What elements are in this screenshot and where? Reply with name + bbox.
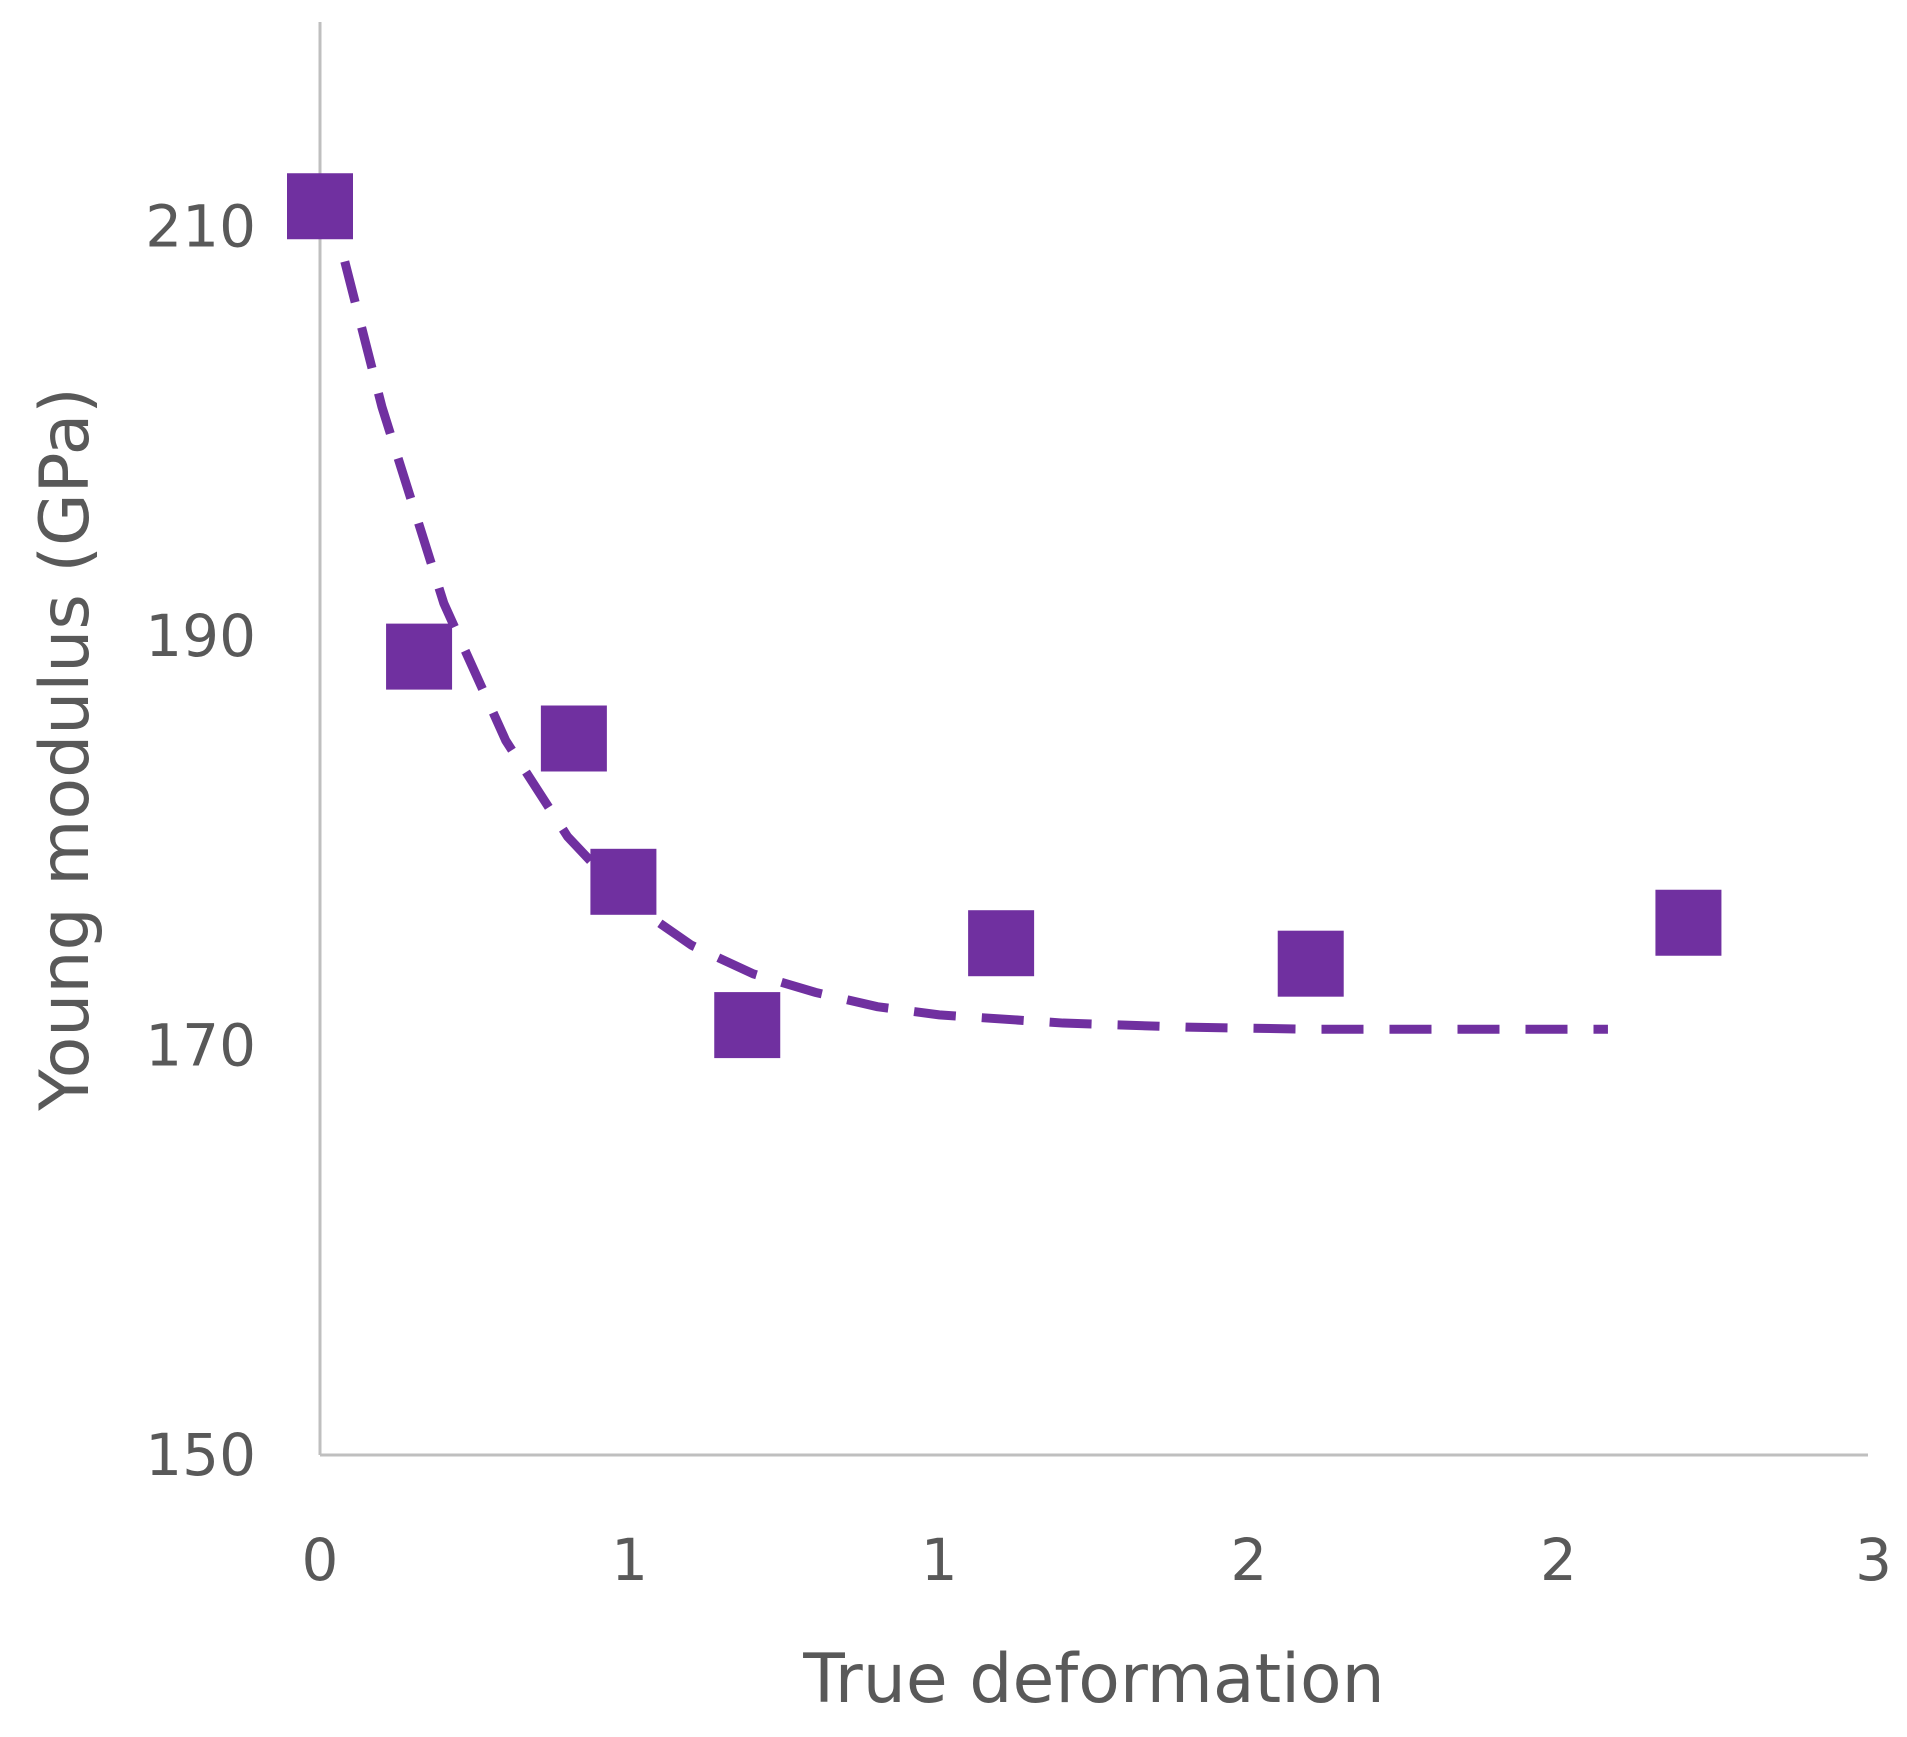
axes	[318, 22, 1868, 1457]
y-tick-label: 150	[145, 1421, 256, 1489]
trendline-layer	[340, 260, 1608, 1034]
x-tick-label: 0	[302, 1526, 339, 1594]
y-tick-labels: 150 170 190 210	[145, 193, 256, 1489]
y-tick-label: 210	[145, 193, 256, 261]
x-tick-label: 1	[921, 1526, 958, 1594]
x-axis-title: True deformation	[802, 1640, 1385, 1719]
data-point-marker	[287, 173, 353, 240]
data-point-marker	[714, 992, 781, 1059]
data-point-marker	[1655, 889, 1722, 956]
data-points	[287, 173, 1722, 1059]
x-tick-label: 2	[1230, 1526, 1267, 1594]
data-point-marker	[540, 705, 607, 772]
data-point-marker	[590, 848, 657, 915]
x-tick-label: 3	[1855, 1526, 1892, 1594]
trend-line	[340, 260, 1608, 1034]
data-point-marker	[1277, 930, 1344, 997]
data-point-marker	[968, 910, 1035, 977]
y-axis-title: Young modulus (GPa)	[26, 387, 105, 1112]
x-tick-labels: 0 1 1 2 2 3	[302, 1526, 1892, 1594]
y-tick-label: 190	[145, 602, 256, 670]
y-tick-label: 170	[145, 1012, 256, 1080]
x-tick-label: 2	[1540, 1526, 1577, 1594]
x-tick-label: 1	[611, 1526, 648, 1594]
data-point-marker	[386, 623, 453, 690]
